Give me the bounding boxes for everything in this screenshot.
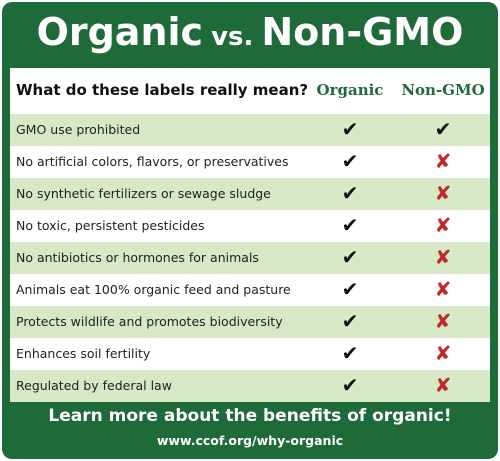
table-header: What do these labels really mean? Organi…	[10, 68, 490, 112]
footer-headline: Learn more about the benefits of organic…	[48, 406, 452, 426]
question: What do these labels really mean?	[16, 81, 309, 99]
mark: ✔	[341, 373, 359, 397]
mark: ✔	[341, 341, 359, 365]
footer-url[interactable]: www.ccof.org/why-organic	[156, 433, 344, 448]
mark: ✔	[341, 213, 359, 237]
table-row: Regulated by federal law ✔ ✘	[10, 370, 490, 402]
mark: ✔	[341, 277, 359, 301]
title-left: Organic	[36, 10, 204, 54]
mark: ✔	[341, 149, 359, 173]
mark: ✔	[341, 181, 359, 205]
mark: ✘	[434, 277, 452, 301]
column-header: Non-GMO	[401, 81, 485, 99]
mark: ✘	[434, 309, 452, 333]
mark: ✘	[434, 245, 452, 269]
table: What do these labels really mean? Organi…	[10, 68, 490, 402]
row-label: Enhances soil fertility	[16, 346, 151, 361]
mark: ✘	[434, 213, 452, 237]
mark: ✘	[434, 341, 452, 365]
table-row: No artificial colors, flavors, or preser…	[10, 146, 490, 178]
table-row: No synthetic fertilizers or sewage sludg…	[10, 178, 490, 210]
mark: ✘	[434, 181, 452, 205]
row-label: Protects wildlife and promotes biodivers…	[16, 314, 283, 329]
row-label: GMO use prohibited	[16, 122, 141, 137]
mark: ✔	[341, 117, 359, 141]
row-label: No toxic, persistent pesticides	[16, 218, 205, 233]
table-row: No toxic, persistent pesticides ✔ ✘	[10, 210, 490, 242]
row-label: Regulated by federal law	[16, 378, 172, 393]
mark: ✘	[434, 149, 452, 173]
row-label: No artificial colors, flavors, or preser…	[16, 154, 289, 169]
table-row: No antibiotics or hormones for animals ✔ ✘	[10, 242, 490, 274]
row-label: No synthetic fertilizers or sewage sludg…	[16, 186, 271, 201]
table-row: GMO use prohibited ✔ ✔	[10, 114, 490, 146]
mark: ✔	[434, 117, 452, 141]
row-label: Animals eat 100% organic feed and pastur…	[16, 282, 291, 297]
column-header: Organic	[316, 81, 384, 99]
table-row: Protects wildlife and promotes biodivers…	[10, 306, 490, 338]
title: Organic vs. Non-GMO	[2, 10, 498, 54]
table-row: Enhances soil fertility ✔ ✘	[10, 338, 490, 370]
title-middle: vs.	[211, 22, 254, 52]
table-row: Animals eat 100% organic feed and pastur…	[10, 274, 490, 306]
mark: ✘	[434, 373, 452, 397]
row-label: No antibiotics or hormones for animals	[16, 250, 259, 265]
mark: ✔	[341, 309, 359, 333]
title-right: Non-GMO	[261, 10, 464, 54]
mark: ✔	[341, 245, 359, 269]
